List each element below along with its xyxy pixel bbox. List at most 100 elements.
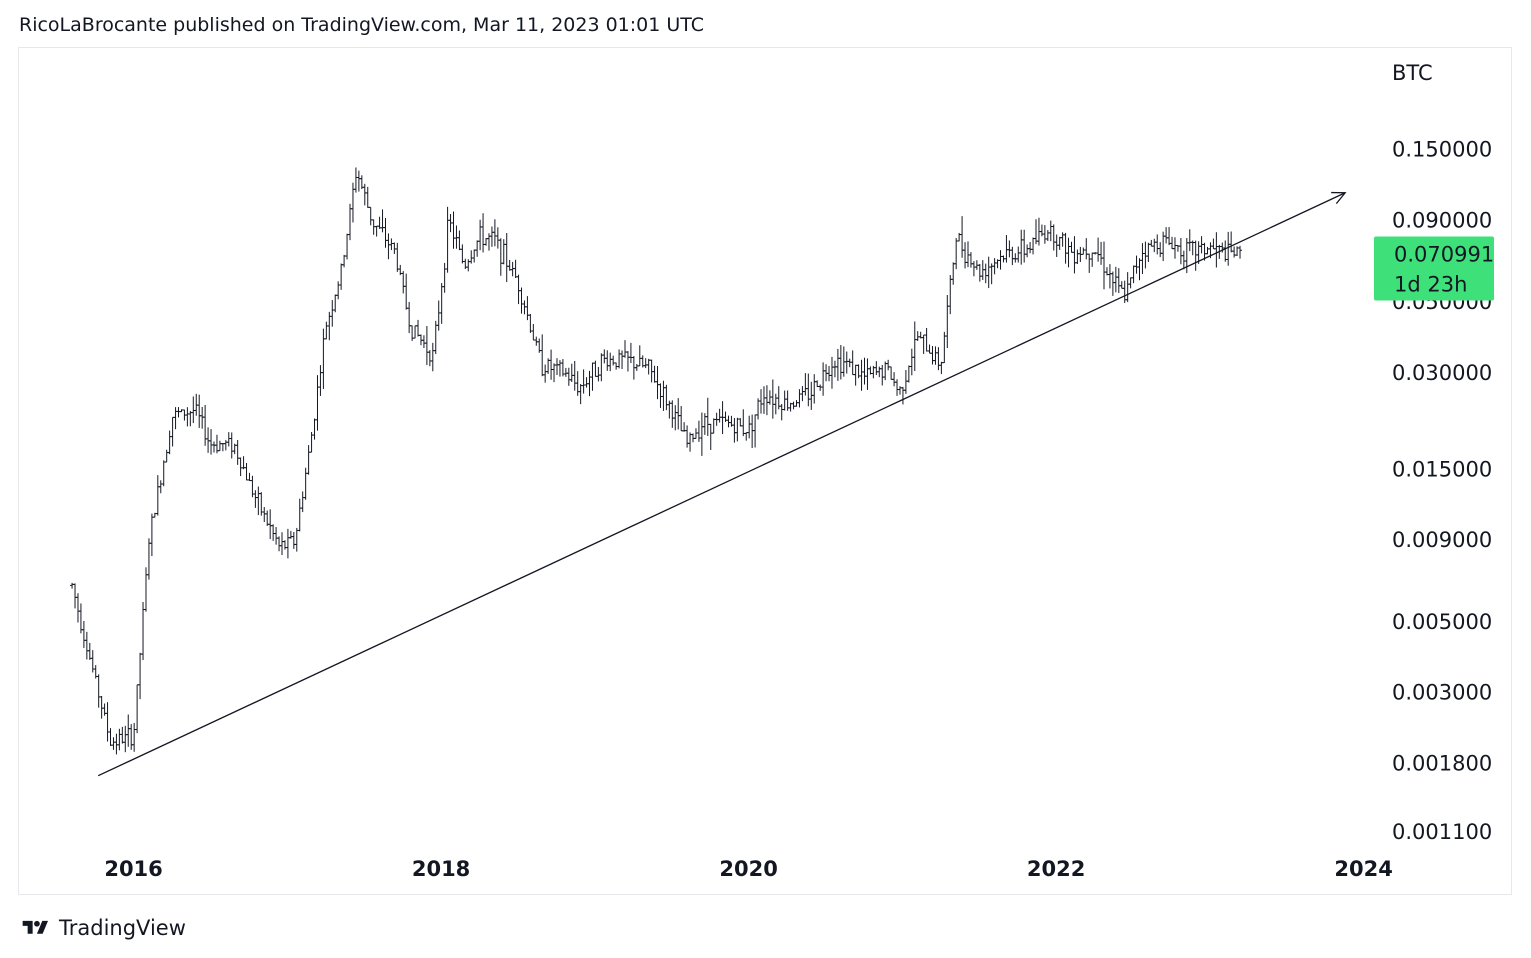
price-bar xyxy=(466,259,471,272)
price-bar xyxy=(1229,231,1234,253)
price-bar xyxy=(543,364,548,383)
price-bar xyxy=(948,275,953,315)
price-bar xyxy=(1042,225,1047,244)
price-axis[interactable]: BTC 0.1500000.0900000.0500000.0300000.01… xyxy=(1392,61,1492,844)
price-bar xyxy=(699,412,704,456)
price-bar xyxy=(1223,240,1228,262)
price-bar xyxy=(800,386,805,402)
price-bar xyxy=(679,406,684,432)
price-bar xyxy=(726,415,731,428)
price-bar xyxy=(1048,220,1053,242)
price-bar xyxy=(413,325,418,339)
price-bar xyxy=(342,254,347,268)
trendline[interactable] xyxy=(97,191,1347,777)
price-bar xyxy=(1075,249,1080,265)
price-bar xyxy=(117,728,122,751)
price-bar xyxy=(933,346,938,365)
price-bar xyxy=(1096,237,1101,262)
price-bar xyxy=(161,460,166,487)
price-bar xyxy=(380,209,385,233)
price-bar xyxy=(853,364,858,386)
price-bar xyxy=(451,211,456,249)
price-bar xyxy=(1051,224,1056,251)
price-bar xyxy=(1031,237,1036,255)
price-bar xyxy=(838,345,843,380)
price-bar xyxy=(844,351,849,374)
price-bar xyxy=(1143,241,1148,269)
price-bar xyxy=(815,380,820,388)
price-bar xyxy=(460,244,465,264)
price-bar xyxy=(705,397,710,436)
price-bar xyxy=(1193,240,1198,271)
price-bar xyxy=(791,401,796,410)
price-bar xyxy=(821,362,826,396)
price-bar xyxy=(146,538,151,580)
price-bar xyxy=(78,603,83,634)
price-bar xyxy=(457,230,462,251)
price-bar xyxy=(655,366,660,400)
price-bar xyxy=(1110,271,1115,296)
price-bar xyxy=(986,256,991,289)
price-bar xyxy=(1010,246,1015,266)
price-bar xyxy=(439,282,444,324)
price-bar xyxy=(229,432,234,459)
price-bar xyxy=(951,262,956,285)
price-bar xyxy=(256,486,261,516)
price-bar xyxy=(971,261,976,277)
price-bar xyxy=(691,433,696,443)
trendline-arrowhead xyxy=(1331,191,1347,205)
price-bar xyxy=(1238,245,1243,259)
price-bar xyxy=(812,374,817,404)
price-bar xyxy=(1232,246,1237,258)
price-bar xyxy=(753,414,758,448)
price-bar xyxy=(191,396,196,424)
price-bar xyxy=(835,348,840,381)
price-bar xyxy=(297,498,302,532)
price-bars xyxy=(70,167,1243,755)
price-bar xyxy=(628,342,633,364)
price-tick-label: 0.030000 xyxy=(1392,361,1492,385)
price-bar xyxy=(1167,227,1172,246)
price-bar xyxy=(288,531,293,539)
price-bar xyxy=(945,295,950,349)
price-bar xyxy=(637,345,642,367)
price-bar xyxy=(333,294,338,313)
price-bar xyxy=(1131,265,1136,284)
price-bar xyxy=(206,427,211,453)
price-bar xyxy=(271,524,276,541)
price-bar xyxy=(73,583,78,609)
price-bar xyxy=(404,273,409,310)
price-bar xyxy=(759,389,764,414)
price-bar xyxy=(688,432,693,452)
price-bar xyxy=(1087,253,1092,273)
price-bar xyxy=(829,356,834,389)
price-bar xyxy=(132,722,137,752)
price-bar xyxy=(167,430,172,455)
price-bar xyxy=(1137,258,1142,281)
price-bar xyxy=(685,425,690,448)
last-price-badge: 0.070991 1d 23h xyxy=(1374,236,1494,301)
trendline-segment[interactable] xyxy=(97,192,1346,777)
price-bar xyxy=(1107,264,1112,289)
price-bar xyxy=(605,350,610,371)
time-axis[interactable]: 2016 2018 2020 2022 2024 xyxy=(104,857,1393,881)
price-bar xyxy=(661,380,666,411)
price-bar xyxy=(620,350,625,370)
price-bar xyxy=(188,410,193,427)
footer-brand[interactable]: TradingView xyxy=(19,914,186,942)
price-bar xyxy=(540,334,545,377)
price-bar xyxy=(531,323,536,341)
price-bar xyxy=(906,365,911,383)
price-bar xyxy=(478,219,483,251)
price-bar xyxy=(711,418,716,434)
chart-panel[interactable]: BTC 0.150000 0.090000 0.050000 0.030000 0.01… xyxy=(18,47,1512,895)
price-bar xyxy=(634,364,639,371)
price-chart[interactable]: BTC 0.1500000.0900000.0500000.0300000.01… xyxy=(19,48,1511,894)
price-bar xyxy=(472,249,477,263)
price-bar xyxy=(280,532,285,556)
price-bar xyxy=(108,728,113,746)
price-tick-label: 0.015000 xyxy=(1392,457,1492,481)
price-bar xyxy=(244,462,249,481)
price-bar xyxy=(510,261,515,277)
price-bar xyxy=(105,702,110,742)
